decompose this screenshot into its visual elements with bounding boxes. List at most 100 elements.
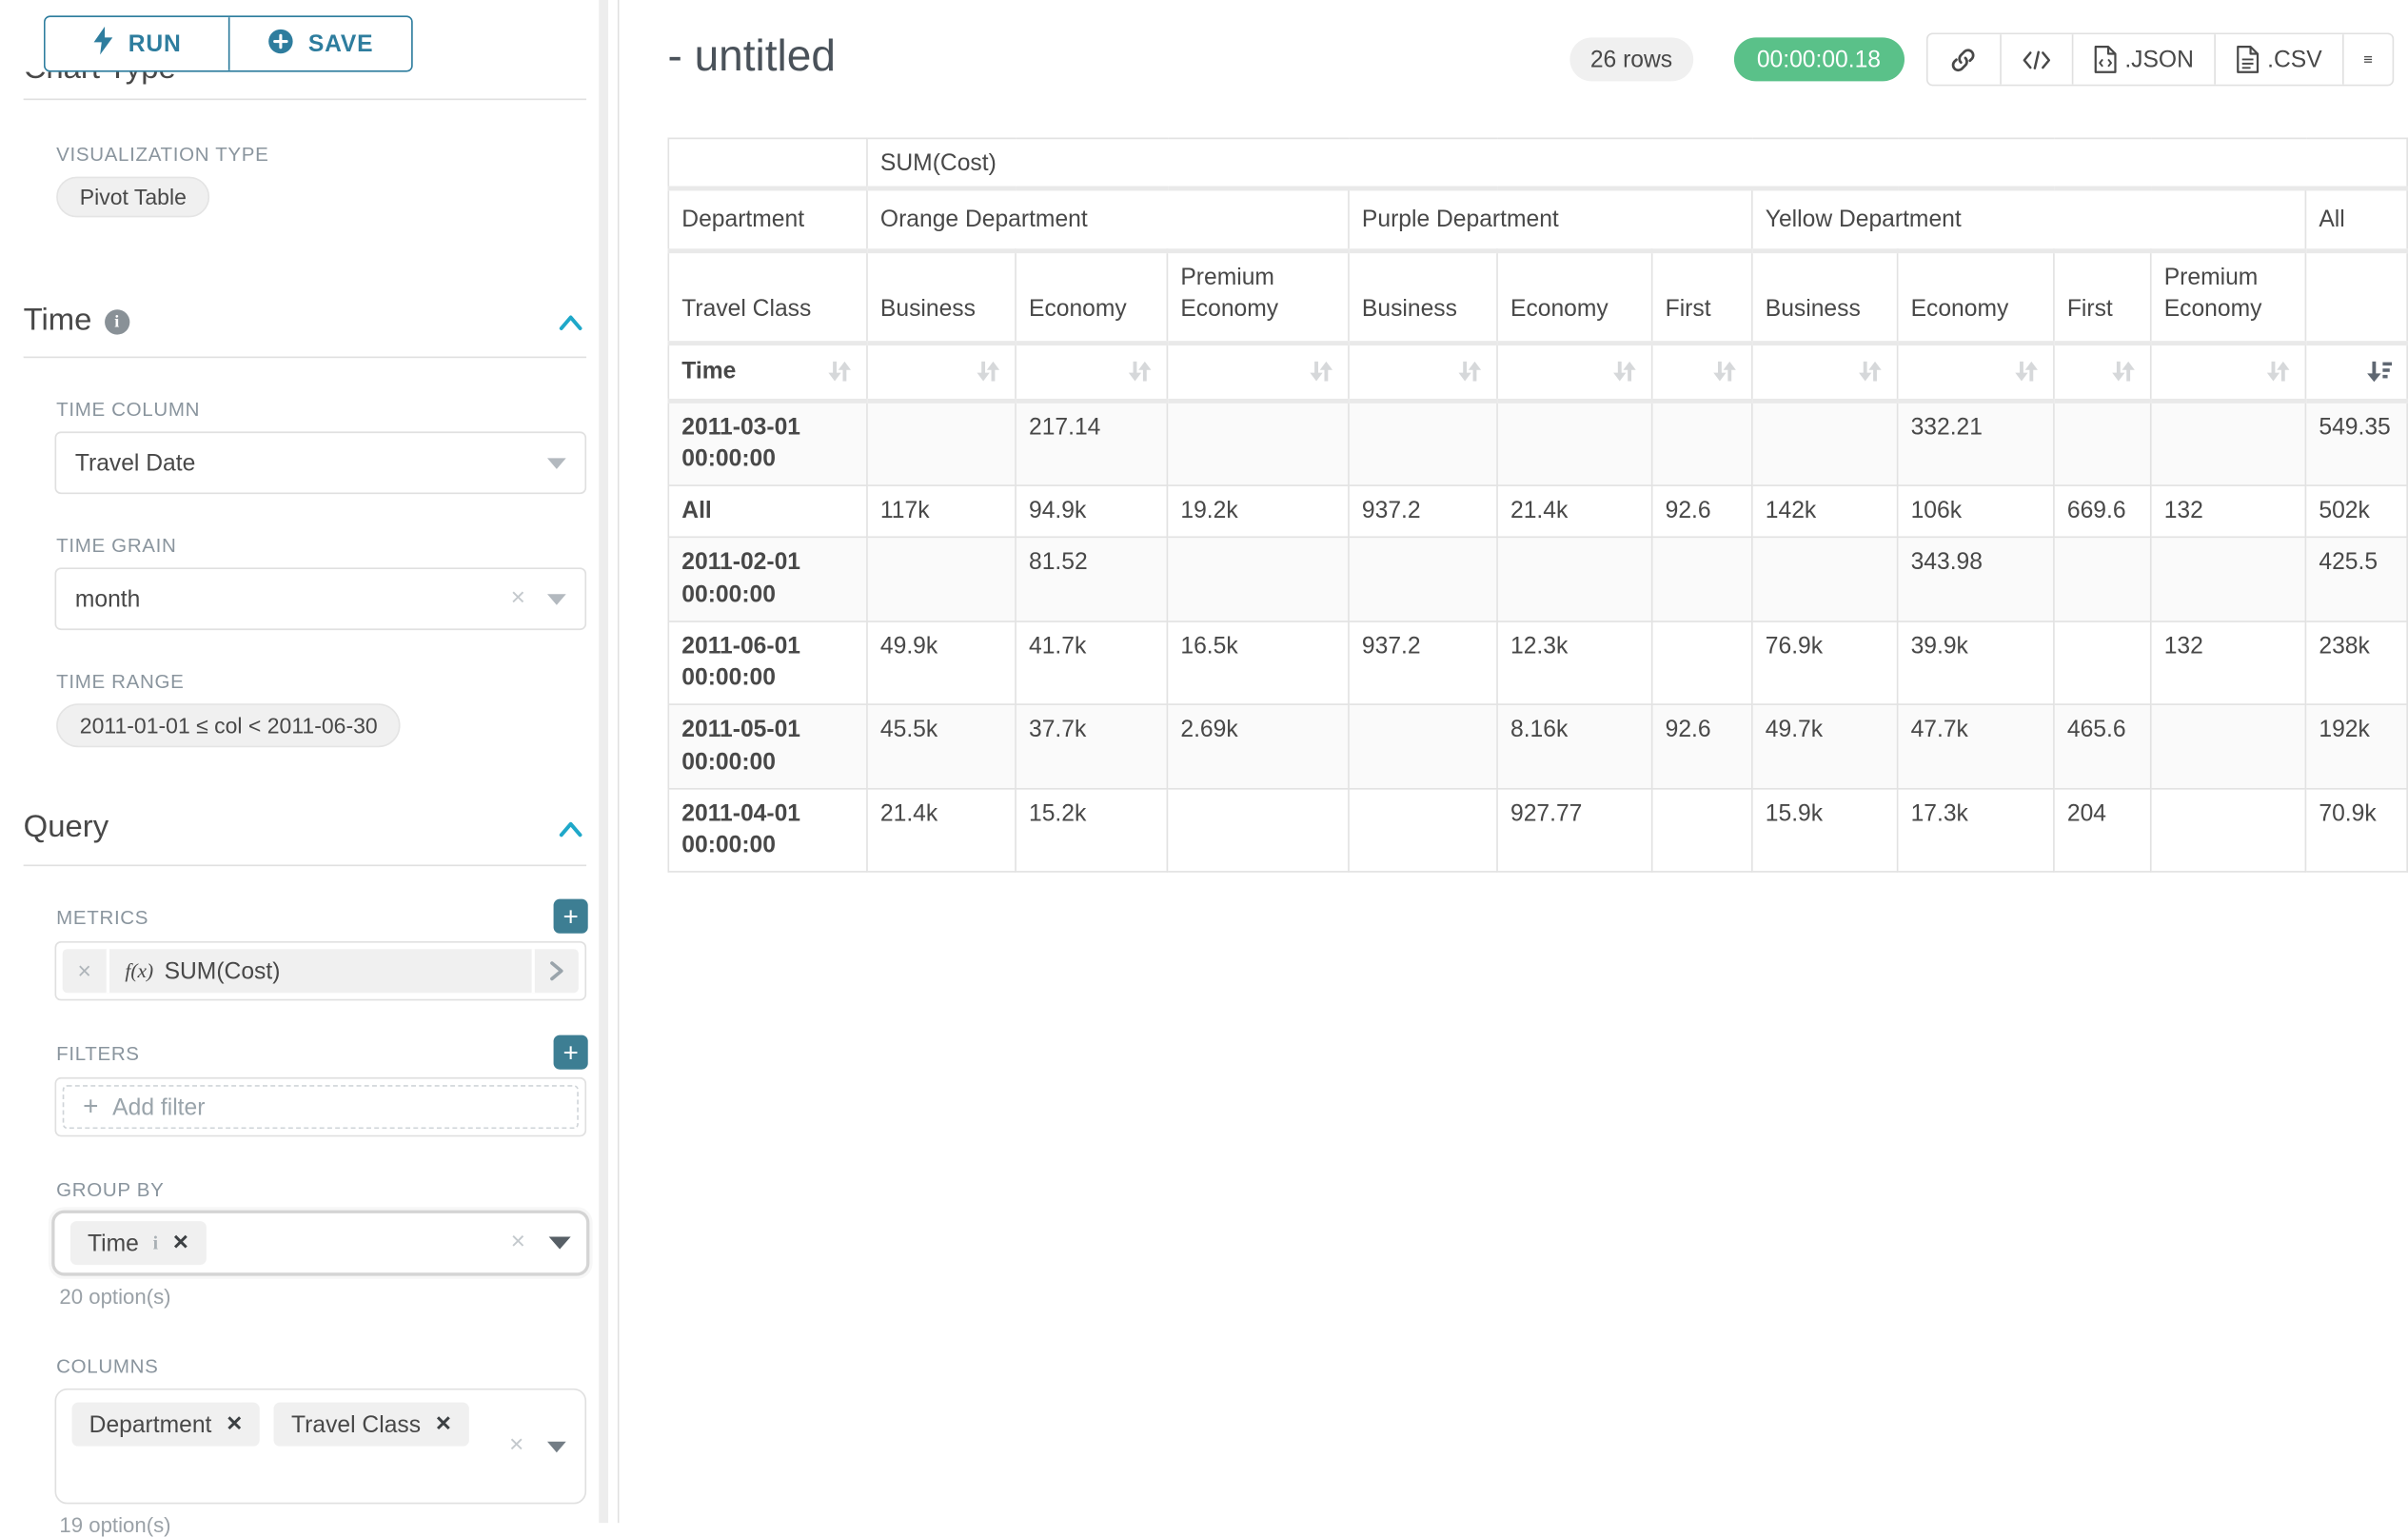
pivot-value-cell: 106k	[1898, 485, 2054, 538]
columns-token-label: Travel Class	[291, 1411, 421, 1438]
pivot-value-cell: 19.2k	[1167, 485, 1349, 538]
pivot-row-dimension-sort-header[interactable]: Time	[668, 343, 867, 401]
pivot-value-cell: 927.77	[1497, 788, 1652, 872]
pivot-value-cell: 47.7k	[1898, 705, 2054, 789]
pivot-class-header: First	[2054, 251, 2151, 343]
pivot-value-cell: 21.4k	[1497, 485, 1652, 538]
pivot-value-cell	[1652, 788, 1752, 872]
export-csv-button[interactable]: .CSV	[2214, 34, 2342, 85]
pivot-value-cell	[1167, 538, 1349, 621]
visualization-type-pill[interactable]: Pivot Table	[56, 177, 209, 218]
pivot-value-cell: 142k	[1752, 485, 1898, 538]
clear-icon[interactable]: ×	[509, 1434, 523, 1459]
group-by-token[interactable]: Time i ✕	[70, 1221, 207, 1265]
run-button-label: RUN	[128, 30, 182, 57]
pivot-class-header: Business	[867, 251, 1016, 343]
time-collapse-chevron-icon[interactable]	[557, 311, 585, 345]
pivot-value-cell: 669.6	[2054, 485, 2151, 538]
pivot-value-cell: 12.3k	[1497, 621, 1652, 705]
time-range-label: TIME RANGE	[56, 671, 184, 693]
pivot-value-cell: 39.9k	[1898, 621, 2054, 705]
pivot-value-cell: 192k	[2305, 705, 2407, 789]
query-collapse-chevron-icon[interactable]	[557, 818, 585, 851]
pivot-value-cell: 45.5k	[867, 705, 1016, 789]
embed-code-button[interactable]	[2000, 34, 2072, 85]
columns-token-label: Department	[89, 1411, 212, 1438]
sidebar-scrollbar[interactable]	[599, 0, 608, 1523]
pivot-sort-cell[interactable]	[1167, 343, 1349, 401]
pivot-value-cell	[2054, 401, 2151, 486]
pivot-sort-cell[interactable]	[2151, 343, 2306, 401]
info-icon: i	[153, 1232, 158, 1255]
clear-icon[interactable]: ×	[511, 1231, 525, 1255]
pivot-value-cell: 332.21	[1898, 401, 2054, 486]
pivot-sort-cell[interactable]	[1752, 343, 1898, 401]
pivot-value-cell	[1497, 538, 1652, 621]
columns-token[interactable]: Department ✕	[72, 1403, 261, 1447]
pivot-sort-cell[interactable]	[2305, 343, 2407, 401]
time-grain-value: month	[75, 585, 141, 612]
section-divider	[24, 865, 586, 867]
metric-expand-chevron-icon[interactable]	[532, 949, 579, 993]
run-button[interactable]: RUN	[46, 17, 228, 70]
remove-token-icon[interactable]: ✕	[172, 1231, 189, 1255]
pivot-sort-cell[interactable]	[867, 343, 1016, 401]
pivot-data-row: All117k94.9k19.2k937.221.4k92.6142k106k6…	[668, 485, 2407, 538]
time-grain-select[interactable]: month ×	[55, 567, 587, 630]
columns-options-hint: 19 option(s)	[59, 1513, 170, 1537]
sort-icon	[2109, 358, 2138, 384]
metric-label[interactable]: f(x) SUM(Cost)	[109, 949, 532, 993]
sort-icon	[2264, 358, 2293, 384]
pivot-group-header: Yellow Department	[1752, 188, 2306, 251]
filters-label: FILTERS	[56, 1043, 140, 1065]
query-section-header[interactable]: Query	[24, 810, 109, 846]
pivot-sort-cell[interactable]	[1349, 343, 1497, 401]
pivot-value-cell: 17.3k	[1898, 788, 2054, 872]
columns-select[interactable]: Department ✕ Travel Class ✕ ×	[55, 1389, 587, 1505]
chevron-down-icon	[547, 458, 566, 469]
export-csv-label: .CSV	[2267, 46, 2322, 72]
pivot-value-cell	[867, 538, 1016, 621]
remove-token-icon[interactable]: ✕	[435, 1412, 452, 1437]
add-metric-button[interactable]: +	[554, 899, 588, 934]
chart-panel: - untitled 26 rows 00:00:00.18	[620, 0, 2408, 1523]
pivot-value-cell: 132	[2151, 621, 2306, 705]
add-filter-button[interactable]: + Add filter	[63, 1085, 579, 1129]
pivot-value-cell: 94.9k	[1016, 485, 1167, 538]
pivot-sub-dimension-label: Travel Class	[668, 251, 867, 343]
pivot-value-cell: 425.5	[2305, 538, 2407, 621]
pivot-sort-cell[interactable]	[1652, 343, 1752, 401]
section-divider	[24, 357, 586, 359]
clear-icon[interactable]: ×	[511, 586, 525, 611]
chart-title[interactable]: - untitled	[668, 31, 836, 82]
add-filter-plus-button[interactable]: +	[554, 1035, 588, 1070]
time-column-select[interactable]: Travel Date	[55, 431, 587, 494]
remove-token-icon[interactable]: ✕	[226, 1412, 243, 1437]
more-options-menu-button[interactable]	[2342, 34, 2393, 85]
pivot-row-label: 2011-06-01 00:00:00	[668, 621, 867, 705]
copy-link-button[interactable]	[1927, 34, 2000, 85]
save-button[interactable]: SAVE	[228, 17, 411, 70]
pivot-value-cell: 204	[2054, 788, 2151, 872]
pivot-value-cell: 465.6	[2054, 705, 2151, 789]
pivot-row-label: All	[668, 485, 867, 538]
sort-icon	[1710, 358, 1739, 384]
pivot-class-header: Economy	[1898, 251, 2054, 343]
group-by-select[interactable]: Time i ✕ ×	[51, 1211, 589, 1276]
pivot-value-cell	[867, 401, 1016, 486]
query-timer-badge: 00:00:00.18	[1733, 37, 1904, 81]
remove-metric-icon[interactable]: ×	[63, 949, 109, 993]
time-range-pill[interactable]: 2011-01-01 ≤ col < 2011-06-30	[56, 703, 401, 747]
run-save-button-group: RUN SAVE	[44, 15, 413, 71]
pivot-value-cell	[1167, 788, 1349, 872]
pivot-value-cell	[1349, 401, 1497, 486]
pivot-value-cell: 76.9k	[1752, 621, 1898, 705]
pivot-sort-cell[interactable]	[1016, 343, 1167, 401]
time-section-header[interactable]: Time i	[24, 304, 129, 340]
pivot-sort-cell[interactable]	[1497, 343, 1652, 401]
export-json-button[interactable]: .JSON	[2071, 34, 2214, 85]
pivot-sort-cell[interactable]	[2054, 343, 2151, 401]
metric-token[interactable]: × f(x) SUM(Cost)	[63, 949, 579, 993]
columns-token[interactable]: Travel Class ✕	[274, 1403, 469, 1447]
pivot-sort-cell[interactable]	[1898, 343, 2054, 401]
